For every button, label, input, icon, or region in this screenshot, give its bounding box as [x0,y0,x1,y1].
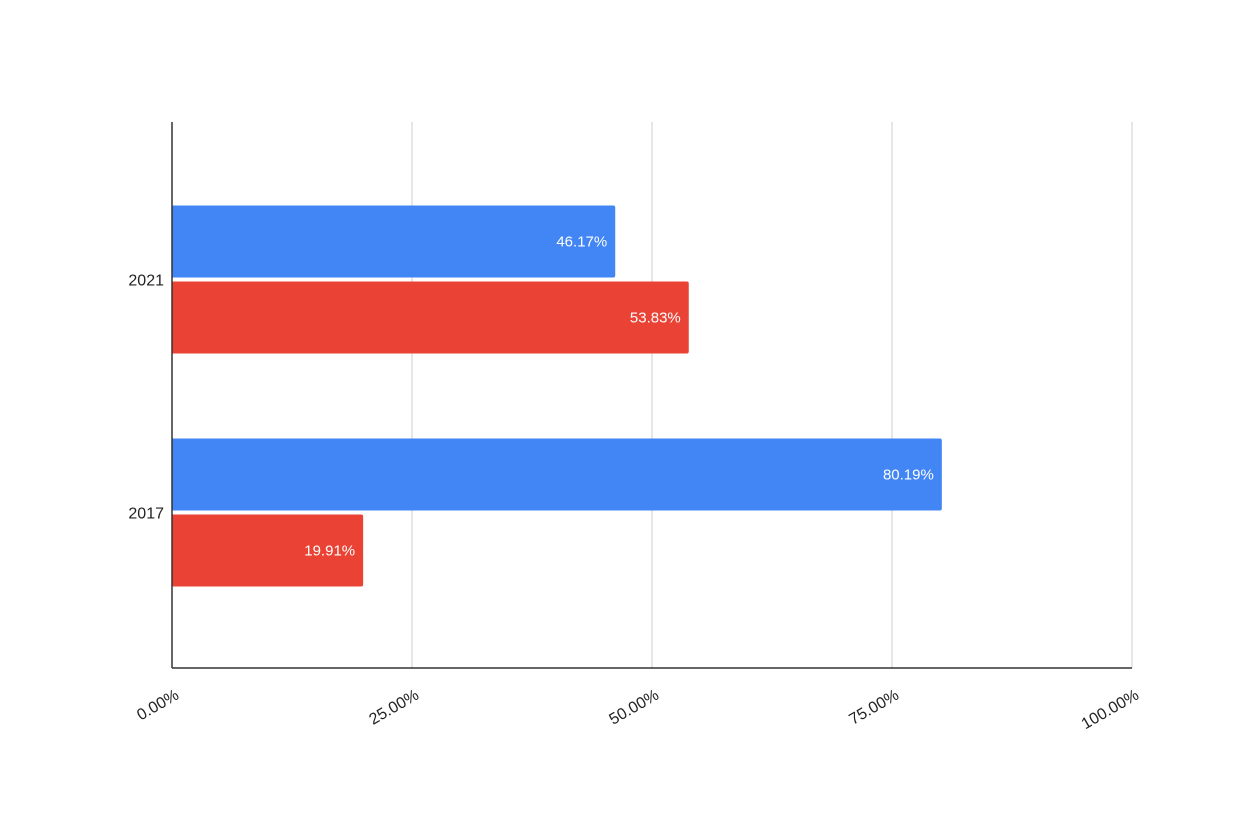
category-label: 2017 [128,506,164,523]
bar-2021-series-1 [172,281,689,354]
bar-2017-series-0 [172,438,942,511]
bar-value-label: 46.17% [556,234,607,251]
axes [171,122,1132,669]
bar-rect-edge [172,438,176,511]
bar-value-label: 53.83% [630,310,681,327]
bar-rect [172,438,942,511]
bar-rect [172,281,689,354]
bar-2017-series-1 [172,514,364,587]
bar-value-label: 19.91% [304,543,355,560]
bar-rect [172,514,364,587]
bar-2021-series-0 [172,205,616,278]
bar-rect-edge [172,514,176,587]
bar-rect-edge [172,281,176,354]
category-label: 2021 [128,273,164,290]
bar-rect [172,205,616,278]
bars [172,205,942,587]
bar-value-label: 80.19% [883,467,934,484]
bar-rect-edge [172,205,176,278]
